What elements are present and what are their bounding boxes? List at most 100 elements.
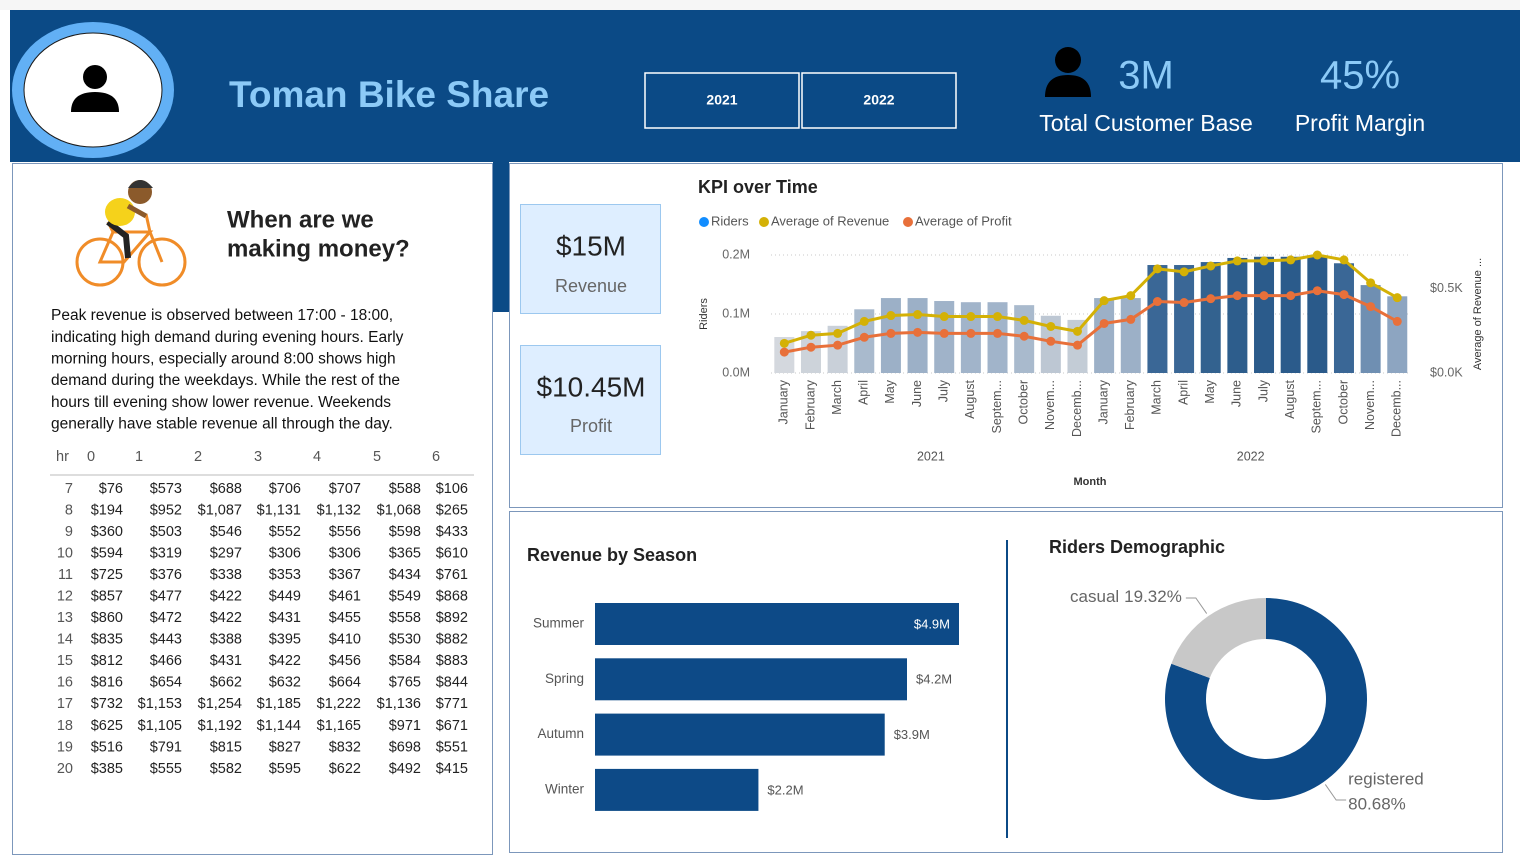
arm (126, 203, 148, 219)
line-marker (859, 316, 869, 326)
line-marker (1099, 296, 1109, 306)
year-button-label[interactable]: 2022 (863, 92, 894, 108)
line-marker (1312, 250, 1322, 260)
table-cell: $594 (91, 545, 123, 561)
line-marker (1259, 256, 1269, 266)
table-cell: $551 (436, 739, 468, 755)
leader-line (1324, 784, 1347, 801)
line-marker (1339, 290, 1349, 300)
table-cell: $265 (436, 502, 468, 518)
line-marker (1019, 315, 1029, 325)
bar (595, 658, 907, 701)
x-tick-label: Novem... (1363, 380, 1377, 430)
table-cell: $472 (150, 610, 182, 626)
bar (800, 331, 821, 373)
table-cell: $492 (389, 761, 421, 777)
line-marker (1126, 291, 1136, 301)
bar (1094, 298, 1115, 373)
x-tick-label: July (1256, 379, 1270, 402)
bar (1333, 263, 1354, 373)
legend-label: Average of Profit (915, 213, 1012, 228)
table-cell: $477 (150, 589, 182, 605)
y-tick-label: 0.1M (722, 306, 750, 320)
line-marker (806, 330, 816, 340)
table-cell: 10 (57, 545, 73, 561)
story-text: morning hours, especially around 8:00 sh… (51, 350, 396, 367)
x-tick-label: April (1176, 380, 1190, 405)
table-cell: $688 (210, 481, 242, 497)
y-tick-label: Winter (545, 781, 585, 796)
table-header: hr (56, 449, 69, 465)
table-cell: $860 (91, 610, 123, 626)
table-cell: $353 (269, 567, 301, 583)
bar (595, 713, 885, 756)
slice-name: casual (1070, 587, 1119, 606)
cyclist-illustration (75, 180, 187, 287)
table-cell: 16 (57, 675, 73, 691)
table-cell: $415 (436, 761, 468, 777)
card-value: $15M (556, 230, 626, 261)
x-tick-label: August (963, 379, 977, 418)
x-tick-label: Septem... (1310, 380, 1324, 434)
table-cell: 14 (57, 632, 73, 648)
line-marker (779, 347, 789, 357)
y2-tick-label: $0.5K (1430, 281, 1463, 295)
x-tick-label: June (1230, 380, 1244, 407)
table-cell: $832 (329, 739, 361, 755)
line-marker (859, 332, 869, 342)
line-marker (833, 328, 843, 338)
y-tick-label: Summer (533, 616, 585, 631)
line-marker (966, 328, 976, 338)
table-cell: $1,068 (377, 502, 421, 518)
story-panel (12, 163, 493, 855)
table-cell: $546 (210, 524, 242, 540)
year-button-label[interactable]: 2021 (706, 92, 737, 108)
line-marker (1339, 255, 1349, 265)
line-marker (1046, 336, 1056, 346)
x-tick-label: Novem... (1043, 380, 1057, 430)
table-cell: $306 (269, 545, 301, 561)
year-button[interactable] (644, 72, 800, 129)
table-cell: $812 (91, 653, 123, 669)
table-cell: $376 (150, 567, 182, 583)
card-label: Revenue (555, 276, 627, 296)
header-band (10, 10, 1520, 162)
card (520, 345, 661, 455)
x-tick-label: October (1336, 380, 1350, 424)
x-tick-label: January (777, 379, 791, 424)
table-cell: $588 (389, 481, 421, 497)
table-cell: $625 (91, 718, 123, 734)
bar (1387, 296, 1408, 373)
table-cell: $815 (210, 739, 242, 755)
table-cell: $365 (389, 545, 421, 561)
bar (1174, 265, 1195, 373)
helmet (128, 180, 153, 188)
line-marker (886, 311, 896, 321)
card-label: Profit (570, 416, 612, 436)
table-cell: $1,144 (257, 718, 301, 734)
table-cell: $455 (329, 610, 361, 626)
data-label: $2.2M (767, 782, 803, 797)
table-cell: $456 (329, 653, 361, 669)
table-cell: 15 (57, 653, 73, 669)
table-cell: $610 (436, 545, 468, 561)
table-cell: $816 (91, 675, 123, 691)
y-axis-title: Riders (698, 298, 710, 330)
bar (595, 603, 959, 645)
x-axis-title: Month (1074, 476, 1107, 488)
table-cell: $971 (389, 718, 421, 734)
table-cell: $1,222 (317, 696, 361, 712)
table-cell: $530 (389, 632, 421, 648)
table-cell: $632 (269, 675, 301, 691)
bar (1360, 285, 1381, 373)
table-cell: $461 (329, 589, 361, 605)
table-cell: $449 (269, 589, 301, 605)
line-marker (1312, 286, 1322, 296)
line-marker (886, 328, 896, 338)
data-label: $4.2M (916, 672, 952, 687)
year-button[interactable] (801, 72, 957, 129)
x-tick-label: February (803, 379, 817, 430)
line-marker (1366, 302, 1376, 312)
table-cell: $1,132 (317, 502, 361, 518)
